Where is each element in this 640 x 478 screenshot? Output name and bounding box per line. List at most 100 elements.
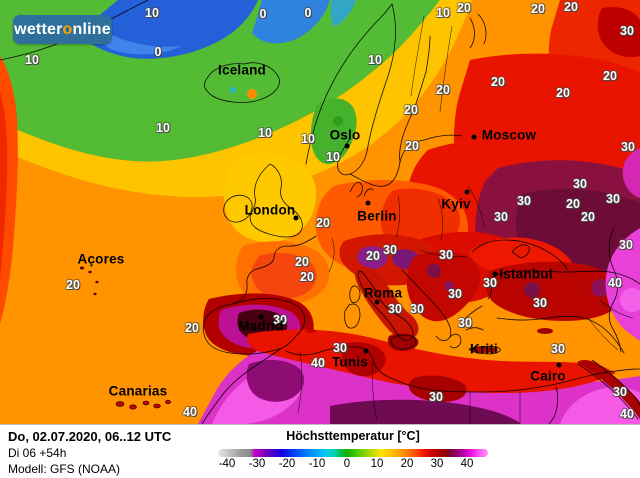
isotherm-label: 20: [185, 321, 199, 335]
isotherm-label: 10: [436, 6, 450, 20]
city-label-layer: Iceland Oslo Moscow London Berlin Kyiv Açores I…: [77, 62, 566, 399]
isotherm-label: 0: [259, 7, 267, 21]
isotherm-label: 20: [603, 69, 617, 83]
legend-tick-row: -40 -30 -20 -10 0 10 20 30 40: [218, 458, 488, 474]
isotherm-label: 40: [183, 405, 197, 419]
isotherm-label: 10: [156, 121, 170, 135]
footer-bar: Do, 02.07.2020, 06..12 UTC Di 06 +54h Mo…: [0, 424, 640, 478]
city-label-istanbul: Istanbul: [499, 266, 553, 282]
wetteronline-logo[interactable]: wetter o nline: [13, 15, 112, 44]
city-label-oslo: Oslo: [329, 127, 361, 143]
model-name-label: Modell: GFS (NOAA): [8, 462, 121, 476]
isotherm-label: 30: [619, 238, 633, 252]
isotherm-label: 10: [258, 126, 272, 140]
city-dot-kyiv: [464, 189, 470, 195]
isotherm-label: 20: [404, 103, 418, 117]
temperature-shading: [0, 0, 640, 424]
isotherm-label: 30: [458, 316, 472, 330]
legend-tick: -10: [308, 458, 326, 470]
isotherm-label: 30: [621, 140, 635, 154]
isotherm-label: 10: [326, 150, 340, 164]
city-label-aores: Açores: [77, 251, 125, 267]
city-dot-moscow: [471, 134, 477, 140]
city-dot-cairo: [556, 362, 562, 368]
city-label-canarias: Canarias: [108, 383, 168, 399]
isotherm-label: 10: [301, 132, 315, 146]
legend-tick: -20: [278, 458, 296, 470]
isotherm-label: 20: [556, 86, 570, 100]
isotherm-label: 30: [551, 342, 565, 356]
isotherm-label: 40: [608, 276, 622, 290]
isotherm-label: 20: [316, 216, 330, 230]
city-dot-madrid: [258, 314, 264, 320]
city-label-cairo: Cairo: [530, 368, 566, 384]
isotherm-label: 30: [483, 276, 497, 290]
isotherm-label: 30: [448, 287, 462, 301]
isotherm-label: 30: [333, 341, 347, 355]
valid-datetime-label: Do, 02.07.2020, 06..12 UTC: [8, 429, 172, 444]
isotherm-label: 10: [145, 6, 159, 20]
isotherm-label: 20: [300, 270, 314, 284]
isotherm-label: 10: [25, 53, 39, 67]
city-label-iceland: Iceland: [218, 62, 266, 78]
country-borders: [297, 15, 634, 424]
city-label-tunis: Tunis: [332, 354, 368, 370]
azores-islands: [79, 266, 99, 296]
map-area: 10 0 0 10 20 20 20 30 10 0 10 20 20 20 20 10 10 10 10 20 20 3…: [0, 0, 640, 424]
isotherm-label: 30: [273, 313, 287, 327]
isotherm-label: 30: [439, 248, 453, 262]
legend-tick: 0: [343, 458, 351, 470]
logo-text-o: o: [62, 20, 73, 38]
isotherm-label: 20: [436, 83, 450, 97]
isotherm-label: 30: [388, 302, 402, 316]
isotherm-label: 30: [620, 24, 634, 38]
canary-islands: [115, 399, 171, 410]
city-label-kriti: Kriti: [470, 341, 498, 357]
isotherm-label: 0: [154, 45, 162, 59]
logo-text-nline: nline: [72, 20, 111, 38]
city-dot-roma: [374, 299, 380, 305]
isotherm-label: 20: [491, 75, 505, 89]
coastlines: [0, 0, 640, 424]
isotherm-label: 40: [311, 356, 325, 370]
isotherm-label: 30: [573, 177, 587, 191]
city-dot-tunis: [363, 348, 369, 354]
legend-tick: 40: [460, 458, 474, 470]
isotherm-label: 40: [620, 407, 634, 421]
isotherm-label: 30: [383, 243, 397, 257]
legend-tick: -30: [248, 458, 266, 470]
city-label-madrid: Madrid: [238, 318, 284, 334]
isotherm-label: 30: [613, 385, 627, 399]
legend-title: Höchsttemperatur [°C]: [286, 429, 420, 443]
city-label-moscow: Moscow: [481, 127, 537, 143]
isotherm-label: 20: [295, 255, 309, 269]
legend-tick: 10: [370, 458, 384, 470]
logo-text-wetter: wetter: [14, 20, 63, 38]
isotherm-label: 0: [304, 6, 312, 20]
isotherm-label: 10: [368, 53, 382, 67]
legend-tick: -40: [218, 458, 236, 470]
model-run-label: Di 06 +54h: [8, 446, 67, 460]
city-dot-london: [293, 215, 299, 221]
isotherm-label: 20: [366, 249, 380, 263]
city-label-roma: Roma: [363, 285, 403, 301]
isotherm-label: 20: [581, 210, 595, 224]
city-label-london: London: [244, 202, 296, 218]
isotherm-label: 30: [410, 302, 424, 316]
isotherm-label: 20: [564, 0, 578, 14]
temperature-color-scale: [218, 449, 488, 457]
isotherm-label-layer: 10 0 0 10 20 20 20 30 10 0 10 20 20 20 20 10 10 10 10 20 20 3…: [25, 0, 635, 421]
city-label-kyiv: Kyiv: [441, 196, 471, 212]
city-dot-istanbul: [492, 271, 498, 277]
city-dot-berlin: [365, 200, 371, 206]
legend-tick: 20: [400, 458, 414, 470]
isotherm-label: 20: [66, 278, 80, 292]
isotherm-label: 30: [533, 296, 547, 310]
isotherm-label: 20: [405, 139, 419, 153]
legend-tick: 30: [430, 458, 444, 470]
city-dot-oslo: [344, 143, 350, 149]
isotherm-label: 30: [429, 390, 443, 404]
isotherm-label: 20: [566, 197, 580, 211]
europe-temperature-map: [0, 0, 640, 424]
